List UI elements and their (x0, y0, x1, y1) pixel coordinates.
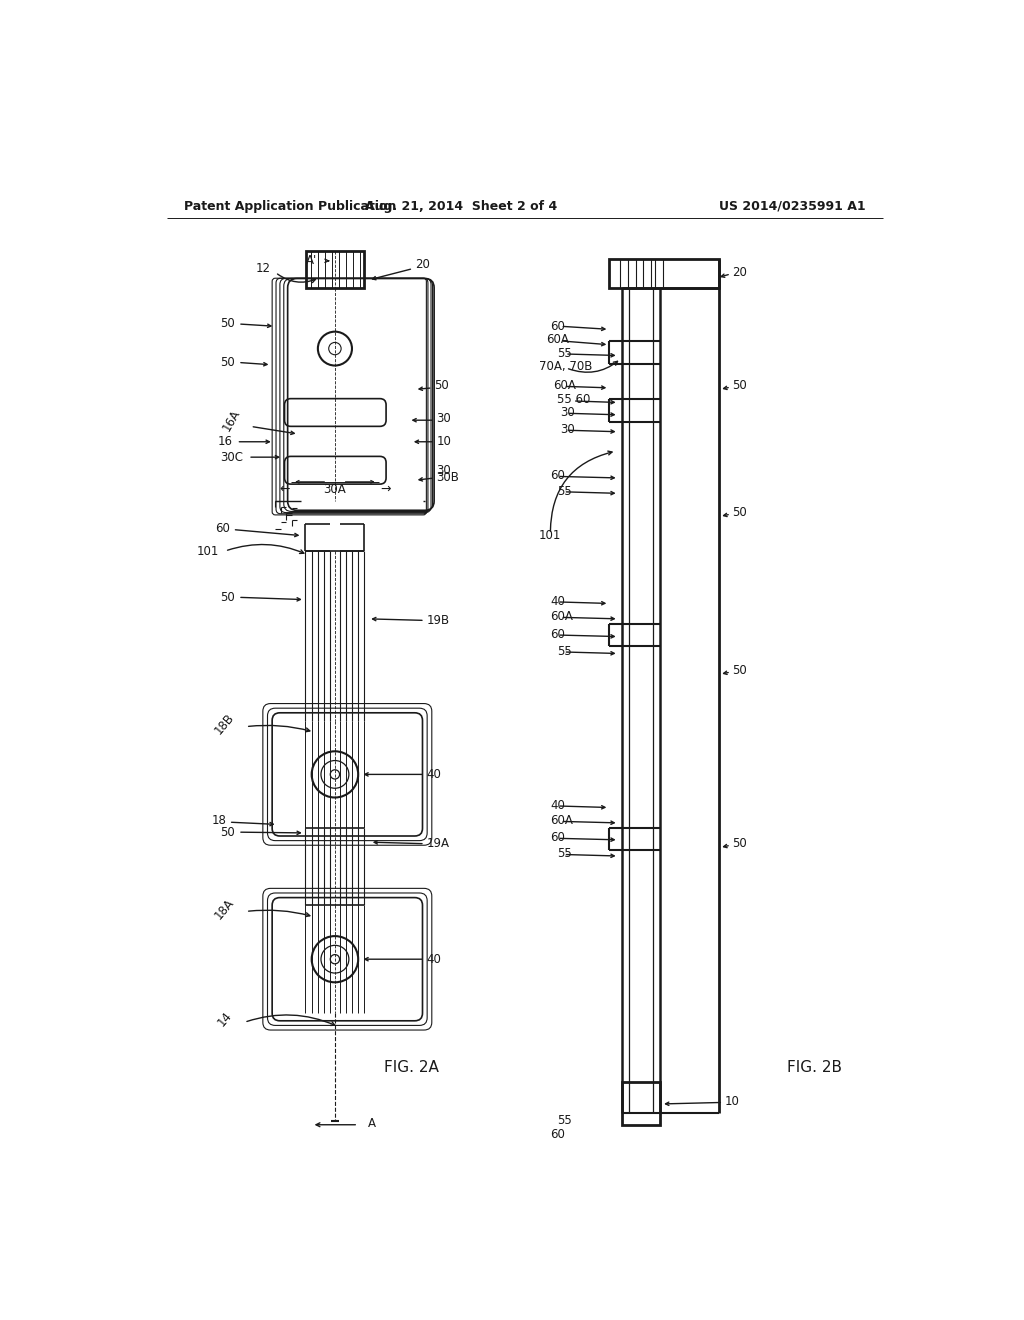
Text: FIG. 2B: FIG. 2B (786, 1060, 842, 1074)
Text: 10: 10 (436, 436, 452, 449)
Text: 55: 55 (557, 1114, 572, 1127)
Text: 50: 50 (220, 825, 234, 838)
Text: 55: 55 (557, 847, 572, 861)
Text: 30: 30 (436, 463, 452, 477)
Text: 70A, 70B: 70A, 70B (539, 360, 592, 372)
Bar (608, 259, 719, 288)
Text: 16: 16 (218, 436, 232, 449)
Text: FIG. 2A: FIG. 2A (384, 1060, 438, 1074)
Text: 18: 18 (212, 814, 226, 828)
Bar (306, 251, 365, 288)
Text: 20: 20 (732, 265, 748, 279)
Text: 60: 60 (550, 319, 565, 333)
Text: 60: 60 (550, 1129, 565, 1142)
Text: 12: 12 (256, 261, 271, 275)
Text: 50: 50 (732, 664, 748, 677)
Text: 10: 10 (725, 1096, 739, 1109)
Text: 50: 50 (732, 379, 748, 392)
Text: 50: 50 (732, 506, 748, 519)
Text: 40: 40 (426, 768, 441, 781)
Text: 101: 101 (197, 545, 219, 557)
Bar (623, 1082, 659, 1125)
Text: A': A' (306, 255, 317, 268)
Text: ←: ← (280, 483, 290, 496)
Text: 19B: 19B (426, 614, 450, 627)
Text: 30: 30 (560, 407, 575, 418)
Text: 19A: 19A (426, 837, 450, 850)
Text: 50: 50 (732, 837, 748, 850)
Text: 40: 40 (550, 594, 565, 607)
Text: 55: 55 (557, 347, 572, 360)
Text: 60: 60 (550, 832, 565, 843)
Text: 30C: 30C (220, 450, 243, 463)
Text: A: A (368, 1117, 376, 1130)
Text: 60A: 60A (547, 333, 569, 346)
Text: 60A: 60A (550, 814, 573, 828)
Text: 60A: 60A (553, 379, 575, 392)
Text: 60: 60 (550, 628, 565, 640)
Text: 30: 30 (436, 412, 452, 425)
Text: 60: 60 (215, 521, 230, 535)
Text: 50: 50 (434, 379, 449, 392)
Text: 50: 50 (220, 317, 234, 330)
Text: 18B: 18B (212, 711, 237, 738)
Text: 16A: 16A (220, 407, 243, 433)
Text: 60A: 60A (550, 610, 573, 623)
Text: 14: 14 (215, 1010, 234, 1030)
Text: 55 60: 55 60 (557, 393, 591, 407)
Text: 30: 30 (560, 422, 575, 436)
Text: 30B: 30B (436, 471, 460, 484)
Text: 20: 20 (415, 259, 430, 271)
Text: 55: 55 (557, 644, 572, 657)
Text: →: → (380, 483, 390, 496)
Text: 55: 55 (557, 484, 572, 498)
Text: 50: 50 (220, 356, 234, 370)
Text: 60: 60 (550, 469, 565, 482)
Text: 40: 40 (426, 953, 441, 966)
Text: US 2014/0235991 A1: US 2014/0235991 A1 (719, 199, 866, 213)
Text: 40: 40 (550, 799, 565, 812)
Text: 50: 50 (220, 591, 234, 603)
Text: 101: 101 (539, 529, 561, 543)
Text: Patent Application Publication: Patent Application Publication (183, 199, 396, 213)
Text: Aug. 21, 2014  Sheet 2 of 4: Aug. 21, 2014 Sheet 2 of 4 (366, 199, 557, 213)
Text: 30A: 30A (324, 483, 346, 496)
Text: 18A: 18A (212, 896, 237, 923)
